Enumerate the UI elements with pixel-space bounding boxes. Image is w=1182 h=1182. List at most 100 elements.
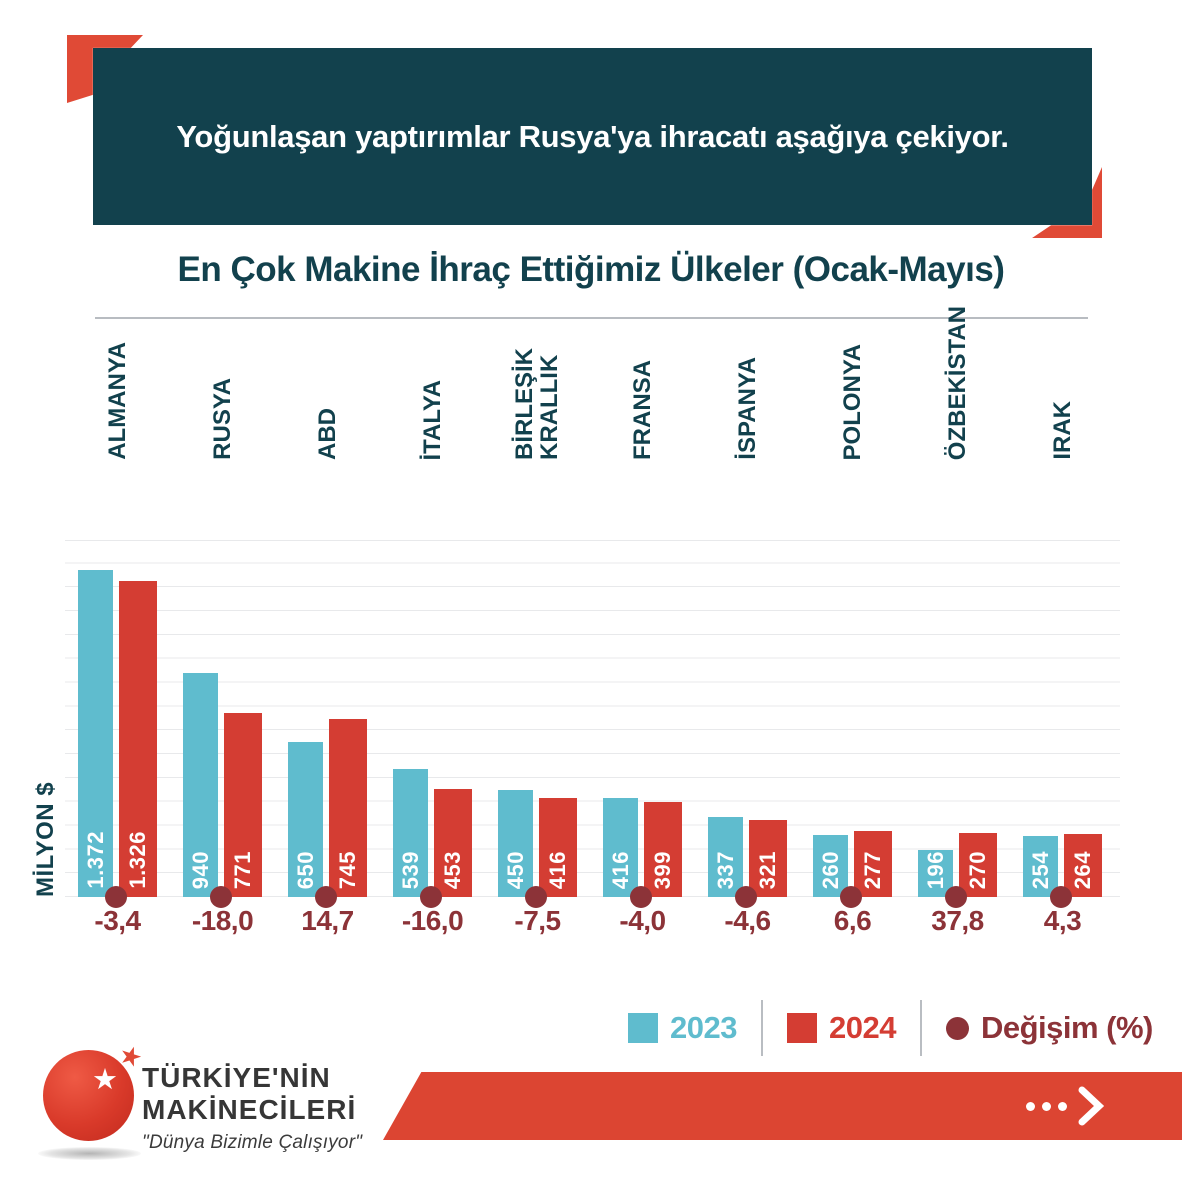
brand-logo: ★ [43,1050,134,1141]
change-marker-dot-icon [210,886,232,908]
category-label-text: İSPANYA [733,357,761,460]
brand-tagline: "Dünya Bizimle Çalışıyor" [142,1132,363,1153]
bar-2024: 745 [329,719,367,897]
change-marker-dot-icon [1050,886,1072,908]
category-label-text: FRANSA [628,360,656,460]
bar-value-label: 940 [187,850,213,889]
bar-2024: 771 [224,713,262,897]
chart-legend: 2023 2024 Değişim (%) [628,1000,1153,1056]
bar-group: 196 270 [905,541,1010,908]
change-percent-row: -3,4 -18,0 14,7 -16,0 -7,5 -4,0 -4,6 6,6 37,8 4,3 [65,905,1115,937]
category-label: ÖZBEKİSTAN [905,306,1010,460]
legend-swatch-2023 [628,1013,658,1043]
white-star-icon: ★ [92,1064,118,1096]
bar-value-label: 416 [607,850,633,889]
bar-2024: 277 [854,831,892,897]
brand-text-block: TÜRKİYE'NİN MAKİNECİLERİ "Dünya Bizimle … [142,1064,362,1154]
change-marker-dot-icon [945,886,967,908]
change-percent-value: 6,6 [833,905,872,936]
bar-value-label: 453 [440,850,465,889]
bar-value-label: 650 [292,850,318,889]
legend-swatch-2024 [786,1013,817,1043]
bar-value-label: 1.372 [82,831,108,889]
category-label-text: POLONYA [838,343,866,460]
legend-label-change: Değişim (%) [980,1010,1153,1045]
category-label-text: ÖZBEKİSTAN [943,305,971,460]
category-label: RUSYA [170,322,275,460]
change-marker-dot-icon [735,886,757,908]
bar-group: 416 399 [590,541,695,908]
change-percent-value: -3,4 [94,905,141,936]
bar-value-label: 254 [1027,850,1053,889]
bar-value-label: 1.326 [125,831,150,889]
category-label: FRANSA [590,322,695,460]
bar-2024: 399 [644,802,682,897]
category-label: BİRLEŞİK KRALLIK [485,322,590,460]
ellipsis-dot-icon [1058,1101,1067,1111]
bar-value-label: 337 [712,850,738,889]
bar-value-label: 264 [1070,850,1095,889]
bar-group: 450 416 [485,541,590,908]
change-percent-value: 4,3 [1043,905,1082,936]
title-divider-line [95,317,1088,319]
bar-value-label: 321 [755,850,780,889]
legend-item-2024: 2024 [760,1000,920,1056]
bar-2023: 539 [393,769,428,897]
category-label: POLONYA [800,322,905,460]
bar-2023: 940 [183,673,218,897]
bar-2024: 264 [1064,834,1102,897]
category-label: İSPANYA [695,322,800,460]
legend-item-change: Değişim (%) [919,1000,1153,1056]
headline-banner: Yoğunlaşan yaptırımlar Rusya'ya ihracatı… [93,48,1092,225]
bar-value-label: 399 [650,850,675,889]
bar-2023: 650 [288,742,323,897]
category-label: IRAK [1010,322,1115,460]
bar-2024: 416 [539,798,577,897]
bar-2024: 321 [749,820,787,897]
bar-group: 260 277 [800,541,905,908]
change-percent-value: -4,0 [619,905,666,936]
bar-2023: 416 [603,798,638,897]
bar-group: 254 264 [1010,541,1115,908]
bar-2023: 450 [498,790,533,897]
change-percent-value: -7,5 [514,905,561,936]
change-marker-dot-icon [525,886,547,908]
category-label-text: ALMANYA [103,342,131,460]
bar-group: 539 453 [380,541,485,908]
change-percent-value: 37,8 [931,905,984,936]
bar-2024: 270 [959,833,997,897]
logo-shadow [38,1147,141,1160]
bar-value-label: 270 [965,850,990,889]
change-marker-dot-icon [105,886,127,908]
headline-title: Yoğunlaşan yaptırımlar Rusya'ya ihracatı… [176,118,1009,154]
bar-value-label: 277 [860,850,885,889]
brand-name-line1: TÜRKİYE'NİN [142,1062,331,1093]
category-label: ABD [275,322,380,460]
change-marker-dot-icon [630,886,652,908]
bar-2024: 1.326 [119,581,157,897]
category-label-text: İTALYA [418,379,446,460]
category-label-text: IRAK [1048,401,1076,460]
category-label: ALMANYA [65,322,170,460]
bar-value-label: 745 [335,850,360,889]
change-marker-dot-icon [315,886,337,908]
legend-label-2023: 2023 [670,1010,737,1045]
category-label-text: ABD [313,408,341,460]
category-label: İTALYA [380,322,485,460]
bar-2024: 453 [434,789,472,897]
bar-2023: 1.372 [78,570,113,897]
bar-value-label: 539 [397,850,423,889]
y-axis-unit-label: MİLYON $ [32,781,59,897]
more-arrow-button[interactable] [1026,1085,1104,1127]
legend-dot-change-icon [945,1016,969,1040]
change-percent-value: 14,7 [301,905,354,936]
bar-value-label: 416 [545,850,570,889]
change-percent-value: -18,0 [191,905,254,936]
change-percent-value: -4,6 [724,905,771,936]
bar-value-label: 260 [817,850,843,889]
bar-group: 337 321 [695,541,800,908]
category-axis-labels: ALMANYA RUSYA ABD İTALYA BİRLEŞİK KRALLIK FRA… [65,306,1115,460]
bar-2023: 337 [708,817,743,897]
change-marker-dot-icon [420,886,442,908]
